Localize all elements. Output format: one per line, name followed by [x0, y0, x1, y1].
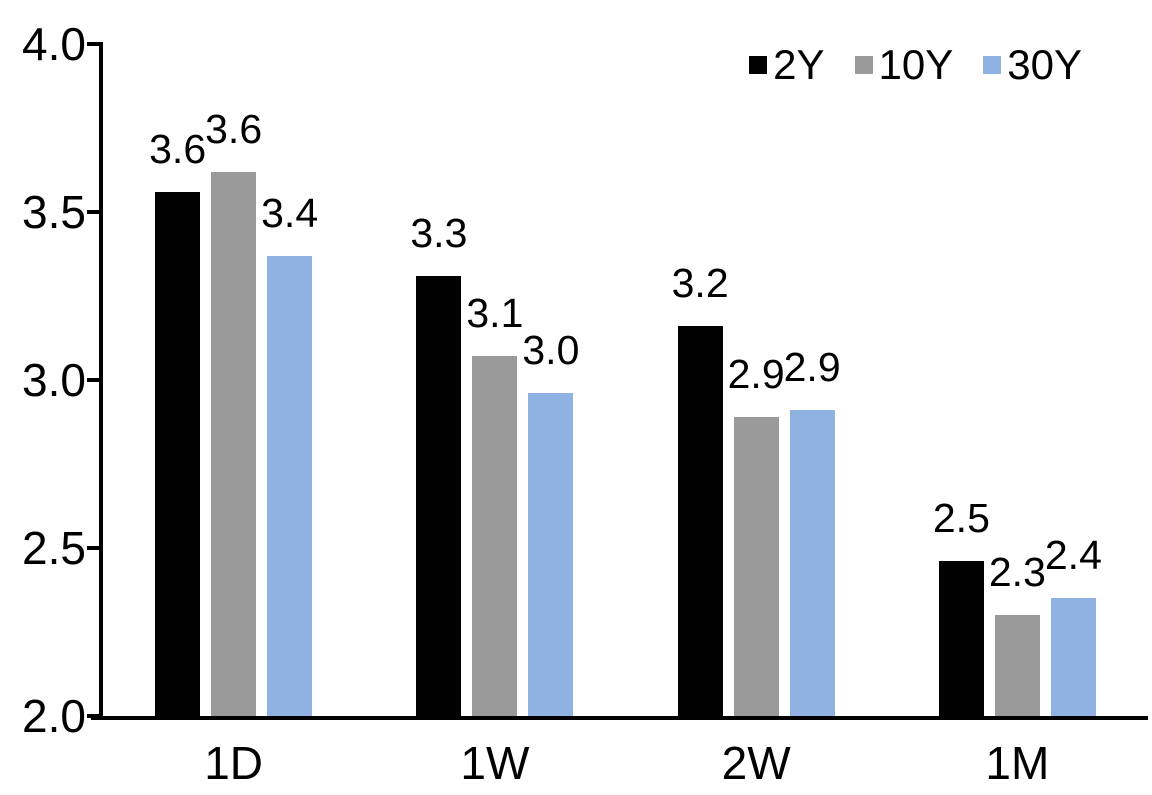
bar-value-label: 2.9 [783, 344, 841, 391]
bar-value-label: 3.2 [671, 260, 729, 307]
y-tick-mark [87, 714, 99, 718]
legend-item-30y: 30Y [983, 44, 1082, 86]
bar-2y-1d [155, 191, 201, 716]
x-category-label: 1M [985, 737, 1050, 789]
y-tick-mark [87, 42, 99, 46]
bar-value-label: 3.0 [522, 327, 580, 374]
bar-30y-1d [267, 255, 313, 716]
legend-label: 10Y [878, 41, 954, 88]
legend-item-2y: 2Y [749, 41, 825, 88]
legend-swatch-2y [749, 56, 768, 74]
plot-area: 4.0 3.5 3.0 2.5 2.0 1D 3.6 3.6 3.4 1W 3.3 3.1 3.0 2W 3… [22, 21, 1148, 786]
bar-10y-1w [472, 356, 518, 716]
x-axis-line [91, 716, 1148, 720]
x-category-label: 1W [460, 737, 530, 789]
legend: 2Y 10Y 30Y [749, 44, 1082, 86]
bar-value-label: 3.6 [205, 105, 263, 152]
legend-swatch-10y [854, 56, 873, 74]
y-tick-label: 4.0 [22, 18, 86, 70]
y-tick-label: 3.0 [22, 354, 86, 406]
bar-value-label: 2.3 [988, 549, 1046, 596]
y-tick-mark [87, 210, 99, 214]
bar-value-label: 3.1 [466, 290, 524, 337]
y-axis-line [99, 42, 103, 720]
bar-value-label: 3.3 [410, 209, 468, 256]
legend-item-10y: 10Y [854, 41, 954, 88]
x-category-label: 1D [204, 737, 264, 789]
bar-2y-1w [416, 275, 462, 716]
bar-value-label: 2.4 [1044, 532, 1102, 579]
y-tick-label: 3.5 [22, 186, 86, 238]
bar-10y-2w [733, 416, 779, 716]
bar-30y-2w [789, 410, 835, 716]
legend-label: 30Y [1007, 41, 1082, 88]
bar-value-label: 3.4 [261, 189, 319, 236]
bar-30y-1w [528, 393, 574, 716]
y-tick-mark [87, 378, 99, 382]
bar-2y-2w [677, 326, 723, 716]
bar-10y-1d [211, 171, 257, 716]
y-tick-mark [87, 546, 99, 550]
bar-value-label: 2.9 [727, 350, 785, 397]
legend-label: 2Y [773, 41, 825, 88]
bar-value-label: 2.5 [932, 495, 990, 542]
y-tick-label: 2.0 [22, 690, 86, 742]
bar-2y-1m [938, 561, 984, 716]
bar-10y-1m [994, 615, 1040, 716]
legend-swatch-30y [983, 56, 1002, 74]
x-category-label: 2W [721, 737, 791, 789]
bar-value-label: 3.6 [149, 125, 207, 172]
bar-30y-1m [1050, 598, 1096, 716]
y-tick-label: 2.5 [22, 522, 86, 574]
